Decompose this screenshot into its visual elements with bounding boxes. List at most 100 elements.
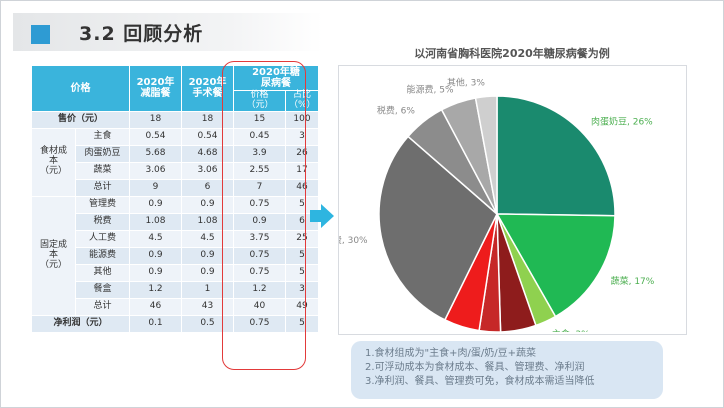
table-cell: 4.68: [181, 144, 234, 163]
table-cell: 3: [285, 280, 319, 299]
table-row: 蔬菜 3.06 3.06 2.55 17: [32, 161, 352, 180]
table-cell: 4.5: [181, 229, 234, 248]
table-row: 税费 1.08 1.08 0.9 6: [32, 212, 352, 231]
table-cell: 25: [285, 229, 319, 248]
table-cell: 3.06: [181, 161, 234, 180]
table-cell: 9: [129, 178, 182, 197]
table-cell: 15: [233, 110, 286, 129]
table-row: 肉蛋奶豆 5.68 4.68 3.9 26: [32, 144, 352, 163]
table-cell: 0.75: [233, 263, 286, 282]
table-cell: 0.54: [129, 127, 182, 146]
table-cell: 蔬菜: [75, 161, 130, 180]
col-header-b: 2020年手术餐: [181, 65, 234, 112]
sub-header-price: 价格（元）: [233, 90, 286, 112]
table-cell: 1: [181, 280, 234, 299]
table-cell: 1.2: [233, 280, 286, 299]
table-row: 餐盒 1.2 1 1.2 3: [32, 280, 352, 299]
table-cell: 1.08: [181, 212, 234, 231]
table-cell: 总计: [75, 297, 130, 316]
pie-slice: [474, 95, 498, 215]
table-cell: 0.75: [233, 246, 286, 265]
notes-box: 1.食材组成为"主食+肉/蛋/奶/豆+蔬菜 2.可浮动成本为食材成本、餐具、管理…: [351, 341, 663, 399]
table-cell: 5: [285, 263, 319, 282]
pie-label: 税费, 6%: [377, 105, 415, 117]
col-header-a: 2020年减脂餐: [129, 65, 182, 112]
group-label-fixed: 固定成本（元）: [31, 195, 76, 316]
chart-frame: [338, 65, 687, 335]
table-cell: 17: [285, 161, 319, 180]
page-title: 3.2 回顾分析: [79, 23, 204, 45]
table-row: 总计 46 43 40 49: [32, 297, 352, 316]
table-cell: 能源费: [75, 246, 130, 265]
table-cell: 5: [285, 246, 319, 265]
table-cell: 46: [129, 297, 182, 316]
table-cell: 0.9: [181, 246, 234, 265]
pie-label: 肉蛋奶豆, 26%: [591, 115, 653, 127]
table-cell: 0.54: [181, 127, 234, 146]
table-cell: 5.68: [129, 144, 182, 163]
table-row: 售价（元） 18 18 15 100: [31, 110, 352, 129]
table-row: 食材成本（元） 主食 0.54 0.54 0.45 3: [31, 127, 352, 197]
pie-label: 蔬菜, 17%: [611, 275, 655, 287]
table-cell: 总计: [75, 178, 130, 197]
pie-label: 能源费, 5%: [407, 83, 454, 95]
table-cell: 49: [285, 297, 319, 316]
table-cell: 6: [181, 178, 234, 197]
table-cell: 其他: [75, 263, 130, 282]
table-cell: 2.55: [233, 161, 286, 180]
chart-title: 以河南省胸科医院2020年糖尿病餐为例: [414, 47, 610, 60]
table-cell: 0.9: [129, 246, 182, 265]
table-cell: 0.9: [129, 263, 182, 282]
table-cell: 0.9: [233, 212, 286, 231]
pie-slice: [378, 135, 498, 321]
table-cell: 100: [285, 110, 319, 129]
table-cell: 40: [233, 297, 286, 316]
table-cell: 46: [285, 178, 319, 197]
table-cell: 肉蛋奶豆: [75, 144, 130, 163]
note-line-2: 2.可浮动成本为食材成本、餐具、管理费、净利润: [365, 362, 585, 373]
table-row: 固定成本（元） 管理费 0.9 0.9 0.75 5: [31, 195, 352, 316]
table-cell: 主食: [75, 127, 130, 146]
table-cell: 售价（元）: [31, 110, 130, 129]
pie-chart: 肉蛋奶豆, 26%蔬菜, 17%主食, 3%管理费, 5%餐具, 3%净利润, …: [339, 77, 655, 332]
pie-label: 其他, 3%: [447, 77, 485, 89]
table-cell: 0.9: [129, 195, 182, 214]
table-cell: 3.75: [233, 229, 286, 248]
table-row: 人工费 4.5 4.5 3.75 25: [32, 229, 352, 248]
table-cell: 管理费: [75, 195, 130, 214]
table-cell: 1.2: [129, 280, 182, 299]
table-cell: 3.06: [129, 161, 182, 180]
table-row: 总计 9 6 7 46: [32, 178, 352, 197]
note-line-3: 3.净利润、餐具、管理费可免，食材成本需适当降低: [365, 376, 595, 387]
table-cell: 1.08: [129, 212, 182, 231]
table-cell: 0.75: [233, 195, 286, 214]
table-cell: 人工费: [75, 229, 130, 248]
table-cell: 43: [181, 297, 234, 316]
pie-label: 人工费, 30%: [339, 234, 368, 246]
table-cell: 7: [233, 178, 286, 197]
table-cell: 0.9: [181, 195, 234, 214]
title-bar: [13, 13, 323, 51]
col-header-c: 2020年糖尿病餐: [233, 65, 319, 91]
table-cell: 0.9: [181, 263, 234, 282]
col-header-price: 价格: [31, 65, 130, 112]
arrow-right-icon: [310, 204, 334, 228]
table-cell: 3.9: [233, 144, 286, 163]
cost-table: 价格 2020年减脂餐 2020年手术餐 2020年糖尿病餐 价格（元） 占比（…: [31, 65, 352, 333]
sub-header-ratio: 占比（%）: [285, 90, 319, 112]
table-cell: 18: [129, 110, 182, 129]
note-line-1: 1.食材组成为"主食+肉/蛋/奶/豆+蔬菜: [365, 348, 537, 359]
table-cell: 0.75: [233, 314, 286, 333]
table-cell: 5: [285, 314, 319, 333]
table-cell: 税费: [75, 212, 130, 231]
table-row: 净利润（元） 0.1 0.5 0.75 5: [31, 314, 352, 333]
table-row: 其他 0.9 0.9 0.75 5: [32, 263, 352, 282]
pie-slice: [495, 213, 616, 318]
table-cell: 0.45: [233, 127, 286, 146]
group-label-food: 食材成本（元）: [31, 127, 76, 197]
table-cell: 18: [181, 110, 234, 129]
table-cell: 餐盒: [75, 280, 130, 299]
table-cell: 0.1: [129, 314, 182, 333]
table-cell: 净利润（元）: [31, 314, 130, 333]
